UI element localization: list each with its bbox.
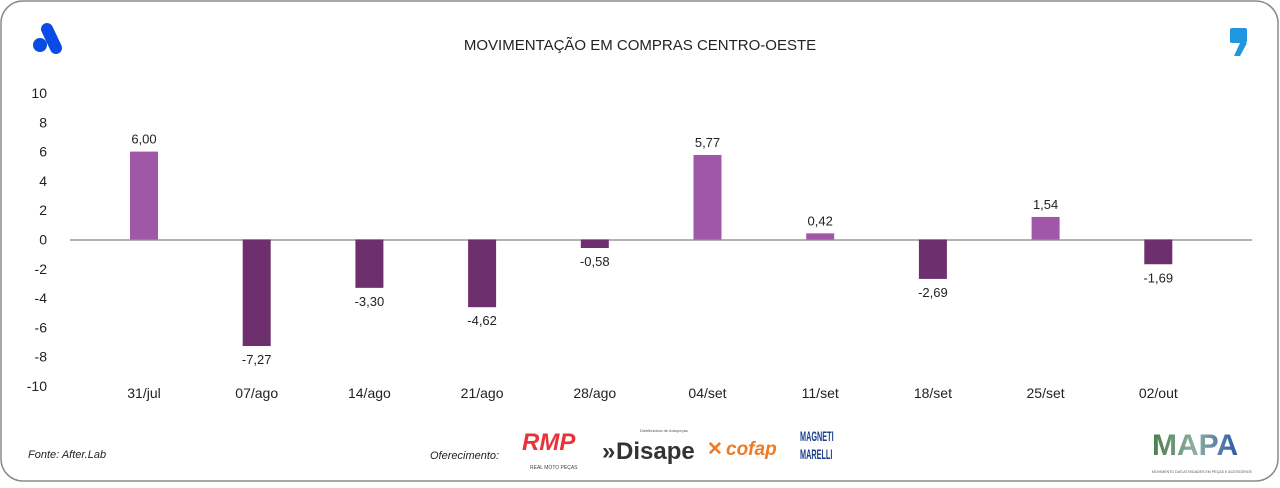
disape-subtitle: Distribuidora de Autopeças	[640, 428, 688, 433]
magneti-marelli-logo: MAGNETI MARELLI	[800, 428, 834, 462]
cofap-logo: ✕ cofap	[707, 439, 777, 460]
bar-18/set	[918, 239, 947, 279]
magneti-marelli-logo-text: MAGNETI MARELLI	[800, 428, 834, 462]
y-tick-label: -2	[35, 261, 48, 277]
x-tick-label: 07/ago	[235, 385, 278, 401]
y-tick-label: -10	[27, 378, 47, 394]
x-tick-label: 14/ago	[348, 385, 391, 401]
disape-arrows-icon: »	[602, 438, 615, 465]
comma-logo-icon	[1230, 28, 1247, 56]
data-label: 6,00	[131, 132, 156, 147]
x-tick-label: 18/set	[914, 385, 952, 401]
y-tick-label: 10	[31, 85, 47, 101]
bar-14/ago	[355, 239, 384, 288]
bar-07/ago	[242, 239, 271, 347]
bar-04/set	[693, 154, 722, 240]
y-tick-label: 8	[39, 114, 47, 130]
x-tick-label: 02/out	[1139, 385, 1178, 401]
x-tick-label: 11/set	[802, 385, 839, 401]
rmp-logo-text: RMP	[522, 429, 576, 456]
y-tick-label: -4	[35, 290, 48, 306]
afterlab-logo-icon	[33, 23, 62, 54]
sponsor-label: Oferecimento:	[430, 450, 499, 462]
data-label: -1,69	[1143, 270, 1173, 285]
bar-28/ago	[580, 239, 609, 248]
bar-21/ago	[468, 239, 497, 308]
data-label: 1,54	[1033, 197, 1058, 212]
data-label: -4,62	[467, 313, 497, 328]
source-text: Fonte: After.Lab	[28, 449, 106, 461]
y-tick-label: 6	[39, 144, 47, 160]
mapa-logo-text: MAPA	[1152, 429, 1238, 462]
bar-11/set	[806, 233, 835, 240]
x-tick-label: 31/jul	[127, 385, 160, 401]
bar-25/set	[1031, 216, 1060, 240]
cofap-x-icon: ✕	[707, 439, 723, 460]
mapa-subtitle: MOVIMENTO DAS ATIVIDADES EM PEÇAS E ACES…	[1152, 469, 1253, 474]
bar-02/out	[1144, 239, 1173, 265]
disape-logo: Distribuidora de Autopeças » Disape	[602, 428, 695, 465]
cofap-logo-text: cofap	[726, 439, 777, 460]
data-label: -7,27	[242, 352, 272, 367]
rmp-subtitle: REAL MOTO PEÇAS	[530, 465, 578, 471]
y-tick-label: 0	[39, 232, 47, 248]
chart-title: MOVIMENTAÇÃO EM COMPRAS CENTRO-OESTE	[464, 37, 816, 54]
y-tick-label: 2	[39, 202, 47, 218]
mapa-logo: MAPA MOVIMENTO DAS ATIVIDADES EM PEÇAS E…	[1152, 429, 1253, 474]
x-tick-label: 21/ago	[461, 385, 504, 401]
data-label: -0,58	[580, 254, 610, 269]
data-label: -2,69	[918, 285, 948, 300]
data-label: 0,42	[808, 213, 833, 228]
x-tick-label: 28/ago	[573, 385, 616, 401]
x-tick-label: 04/set	[688, 385, 726, 401]
data-label: -3,30	[355, 294, 385, 309]
data-label: 5,77	[695, 135, 720, 150]
x-tick-label: 25/set	[1027, 385, 1065, 401]
y-tick-label: -6	[35, 319, 48, 335]
bar-31/jul	[130, 151, 158, 240]
y-tick-label: 4	[39, 173, 47, 189]
y-tick-label: -8	[35, 349, 48, 365]
disape-logo-text: Disape	[616, 438, 695, 465]
rmp-logo: RMP REAL MOTO PEÇAS	[522, 429, 578, 471]
